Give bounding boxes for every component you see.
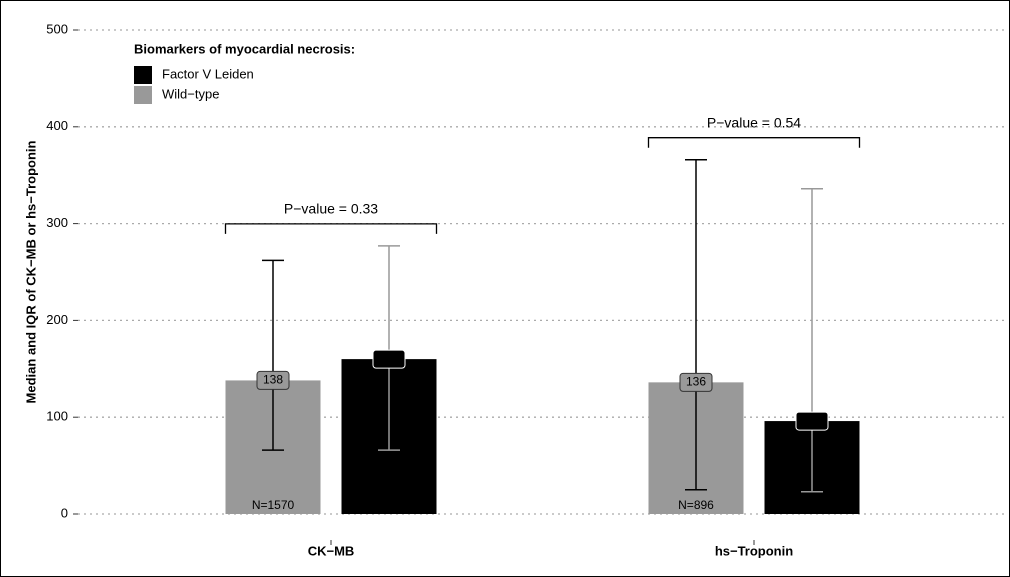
value-label: 160 <box>379 351 399 365</box>
legend-swatch <box>134 66 152 84</box>
error-bar <box>378 245 400 451</box>
n-label: N=61 <box>797 498 826 512</box>
value-label: 96 <box>805 413 819 427</box>
legend-label: Wild−type <box>162 86 219 101</box>
y-axis-title: Median and IQR of CK−MB or hs−Troponin <box>23 140 38 403</box>
n-label: N=1570 <box>252 498 295 512</box>
error-bar <box>801 188 823 493</box>
value-label-box <box>372 349 406 369</box>
y-tick-label: 400 <box>46 118 68 133</box>
p-value-bracket <box>224 223 438 234</box>
legend-label: Factor V Leiden <box>162 66 254 81</box>
x-tick-label: hs−Troponin <box>715 543 793 558</box>
value-label-box <box>679 372 713 392</box>
error-bar <box>262 259 284 451</box>
y-tick-label: 500 <box>46 21 68 36</box>
y-tick-label: 200 <box>46 312 68 327</box>
legend-swatch <box>134 86 152 104</box>
error-bar <box>685 158 707 491</box>
p-value: P−value = 0.54 <box>707 114 801 130</box>
value-label-box <box>795 411 829 431</box>
value-label: 138 <box>263 373 283 387</box>
value-label-box <box>256 370 290 390</box>
legend-title: Biomarkers of myocardial necrosis: <box>134 41 355 56</box>
x-tick-label: CK−MB <box>308 543 355 558</box>
p-value-bracket <box>647 137 861 148</box>
n-label: N=896 <box>678 498 714 512</box>
n-label: N=100 <box>371 498 407 512</box>
p-value: P−value = 0.33 <box>284 201 378 217</box>
value-label: 136 <box>686 375 706 389</box>
y-tick-label: 0 <box>61 505 68 520</box>
y-tick-label: 100 <box>46 409 68 424</box>
y-tick-label: 300 <box>46 215 68 230</box>
